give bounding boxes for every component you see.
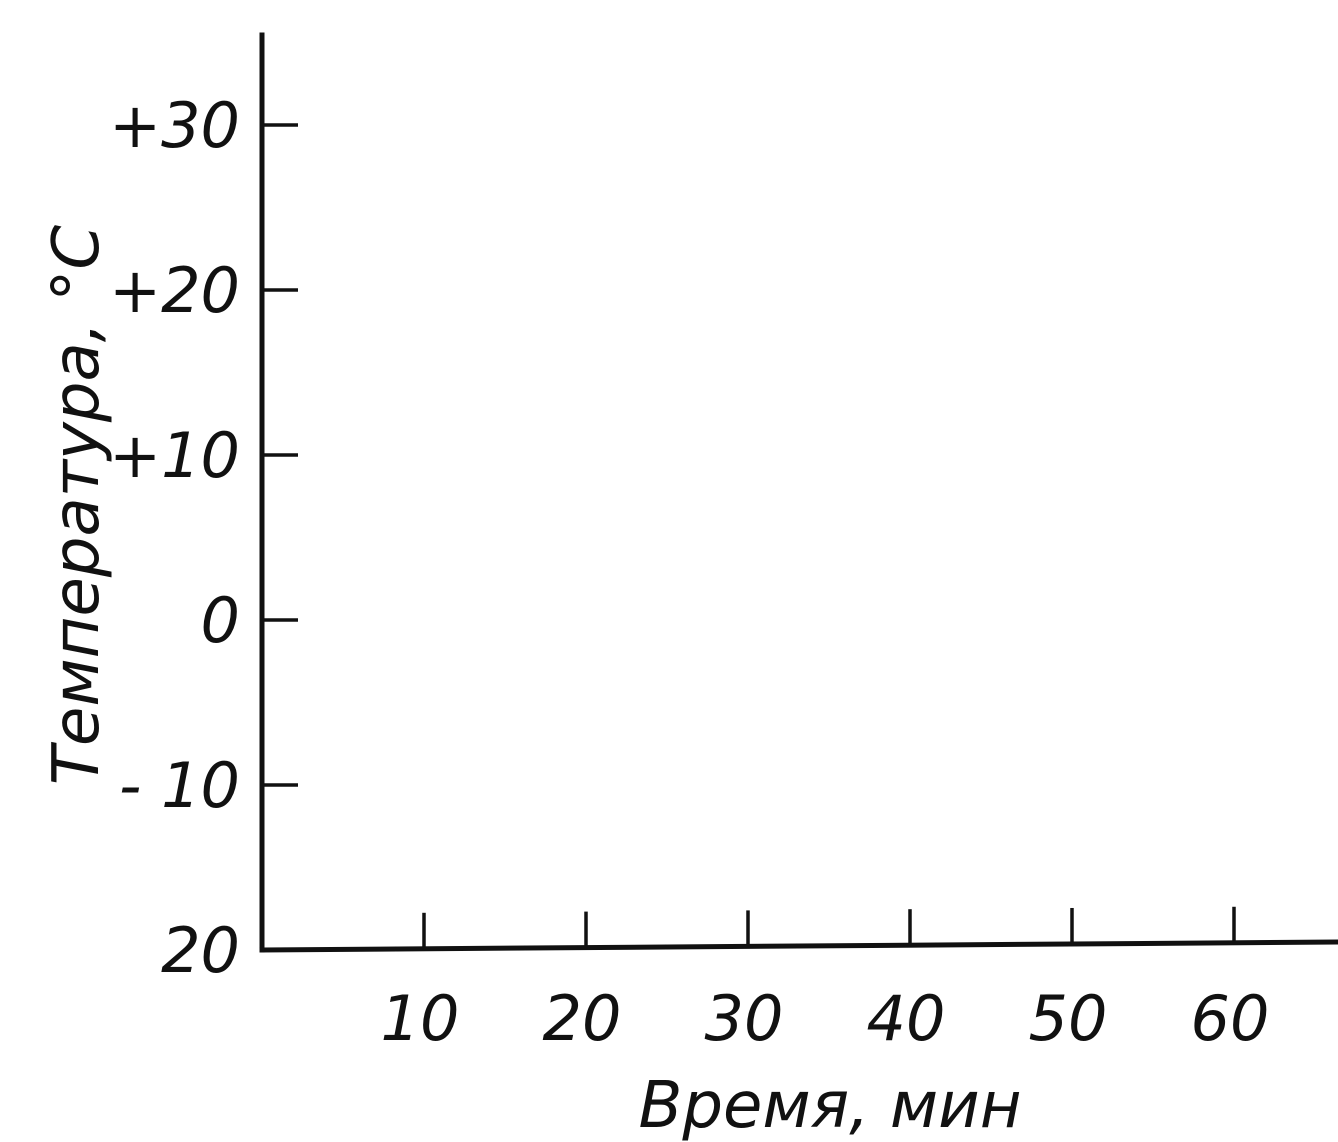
x-axis-line (259, 939, 1338, 953)
y-tick-label: +10 (109, 419, 240, 492)
x-axis-title: Время, мин (638, 1069, 1021, 1142)
x-tick-label: 10 (381, 982, 460, 1055)
x-tick-label: 40 (867, 982, 946, 1055)
y-tick-label: 20 (161, 914, 240, 987)
y-tick-label: +20 (109, 254, 240, 327)
y-axis-title: Температура, °С (40, 225, 114, 786)
y-tick-label: 0 (201, 584, 240, 657)
y-tick-label: +30 (109, 89, 240, 162)
x-tick-label: 20 (543, 982, 622, 1055)
x-tick-label: 30 (705, 982, 784, 1055)
y-tick-label: - 10 (119, 749, 240, 822)
x-tick-label: 50 (1029, 982, 1108, 1055)
x-tick-label: 60 (1191, 982, 1270, 1055)
